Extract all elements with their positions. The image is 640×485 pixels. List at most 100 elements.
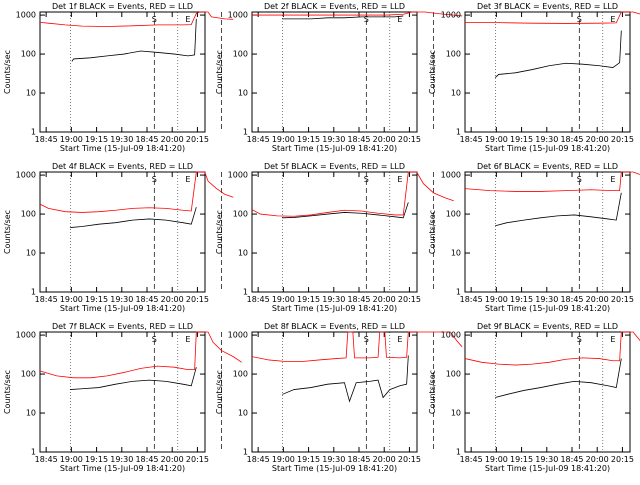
y-tick-label: 10 [238, 409, 248, 418]
y-tick-label: 1 [243, 128, 248, 137]
marker-S: S [364, 15, 369, 24]
x-tick-label: 19:00 [60, 455, 83, 464]
detector-panel-8: Det 8f BLACK = Events, RED = LLD Counts/s… [215, 322, 463, 473]
y-tick-label: 100 [21, 370, 36, 379]
x-tick-label: 18:45 [247, 295, 270, 304]
marker-S: S [152, 15, 157, 24]
detector-panel-3: Det 3f BLACK = Events, RED = LLD Counts/s… [428, 2, 640, 153]
x-tick-label: 19:15 [510, 455, 533, 464]
x-tick-label: 19:30 [322, 455, 345, 464]
chart-title: Det 1f BLACK = Events, RED = LLD [52, 2, 193, 11]
frame [464, 171, 631, 293]
y-tick-label: 1000 [16, 11, 36, 20]
chart-title: Det 6f BLACK = Events, RED = LLD [477, 162, 618, 171]
x-label: Start Time (15-Jul-09 18:41:20) [60, 304, 185, 313]
x-tick-label: 19:00 [60, 135, 83, 144]
detector-panel-6: Det 6f BLACK = Events, RED = LLD Counts/s… [428, 162, 640, 313]
y-tick-label: 1 [243, 448, 248, 457]
y-label: Counts/sec [215, 210, 224, 254]
frame [251, 331, 418, 453]
x-tick-label: 20:00 [373, 295, 396, 304]
y-tick-label: 10 [26, 249, 36, 258]
marker-E: E [397, 175, 402, 184]
x-tick-label: 19:30 [535, 455, 558, 464]
marker-S: S [152, 335, 157, 344]
marker-E: E [397, 335, 402, 344]
x-tick-label: 20:15 [611, 455, 634, 464]
marker-E: E [610, 175, 615, 184]
series-black [495, 358, 622, 398]
chart-title: Det 7f BLACK = Events, RED = LLD [52, 322, 193, 331]
x-tick-label: 18:45 [560, 455, 583, 464]
y-tick-label: 1 [456, 448, 461, 457]
y-tick-label: 1000 [16, 171, 36, 180]
y-tick-label: 1 [456, 288, 461, 297]
x-tick-label: 18:45 [35, 135, 58, 144]
x-tick-label: 20:00 [161, 455, 184, 464]
detector-panel-9: Det 9f BLACK = Events, RED = LLD Counts/s… [428, 322, 640, 473]
y-tick-label: 10 [238, 89, 248, 98]
y-label: Counts/sec [215, 370, 224, 414]
y-tick-label: 100 [233, 50, 248, 59]
y-tick-label: 10 [26, 409, 36, 418]
series-black [282, 355, 409, 403]
y-tick-label: 1 [31, 128, 36, 137]
x-label: Start Time (15-Jul-09 18:41:20) [272, 304, 397, 313]
frame [39, 11, 206, 133]
x-tick-label: 18:45 [247, 455, 270, 464]
detector-panel-2: Det 2f BLACK = Events, RED = LLD Counts/s… [215, 2, 463, 153]
y-tick-label: 100 [21, 210, 36, 219]
y-tick-label: 1 [31, 288, 36, 297]
x-tick-label: 20:15 [611, 295, 634, 304]
x-tick-label: 19:30 [535, 295, 558, 304]
y-tick-label: 10 [451, 249, 461, 258]
x-tick-label: 19:15 [510, 295, 533, 304]
marker-S: S [577, 175, 582, 184]
x-tick-label: 20:00 [586, 455, 609, 464]
x-tick-label: 19:15 [297, 135, 320, 144]
y-tick-label: 100 [233, 210, 248, 219]
x-tick-label: 19:30 [110, 135, 133, 144]
series-red [464, 171, 640, 192]
x-tick-label: 20:00 [373, 455, 396, 464]
x-tick-label: 19:15 [297, 295, 320, 304]
x-tick-label: 20:00 [586, 295, 609, 304]
marker-S: S [577, 15, 582, 24]
x-tick-label: 20:00 [373, 135, 396, 144]
series-red [464, 331, 640, 366]
y-tick-label: 100 [21, 50, 36, 59]
x-tick-label: 18:45 [460, 135, 483, 144]
x-tick-label: 19:30 [535, 135, 558, 144]
chart-title: Det 4f BLACK = Events, RED = LLD [52, 162, 193, 171]
marker-E: E [397, 15, 402, 24]
frame [464, 331, 631, 453]
y-tick-label: 1 [31, 448, 36, 457]
x-tick-label: 19:00 [485, 455, 508, 464]
x-tick-label: 18:45 [247, 135, 270, 144]
x-tick-label: 19:00 [485, 135, 508, 144]
y-tick-label: 1000 [228, 171, 248, 180]
detector-panel-5: Det 5f BLACK = Events, RED = LLD Counts/s… [215, 162, 454, 313]
x-label: Start Time (15-Jul-09 18:41:20) [485, 304, 610, 313]
y-tick-label: 1000 [228, 11, 248, 20]
series-red [464, 11, 640, 24]
y-tick-label: 10 [26, 89, 36, 98]
marker-S: S [152, 175, 157, 184]
x-tick-label: 18:45 [135, 295, 158, 304]
x-tick-label: 20:15 [186, 135, 209, 144]
y-label: Counts/sec [428, 210, 437, 254]
y-label: Counts/sec [3, 370, 12, 414]
series-red [39, 11, 234, 27]
x-tick-label: 19:00 [272, 455, 295, 464]
frame [464, 11, 631, 133]
detector-panel-7: Det 7f BLACK = Events, RED = LLD Counts/s… [3, 322, 242, 473]
y-label: Counts/sec [215, 50, 224, 94]
x-tick-label: 19:15 [85, 295, 108, 304]
x-tick-label: 18:45 [347, 455, 370, 464]
x-tick-label: 19:00 [272, 295, 295, 304]
marker-S: S [577, 335, 582, 344]
x-tick-label: 19:00 [485, 295, 508, 304]
x-label: Start Time (15-Jul-09 18:41:20) [485, 144, 610, 153]
x-tick-label: 19:00 [60, 295, 83, 304]
